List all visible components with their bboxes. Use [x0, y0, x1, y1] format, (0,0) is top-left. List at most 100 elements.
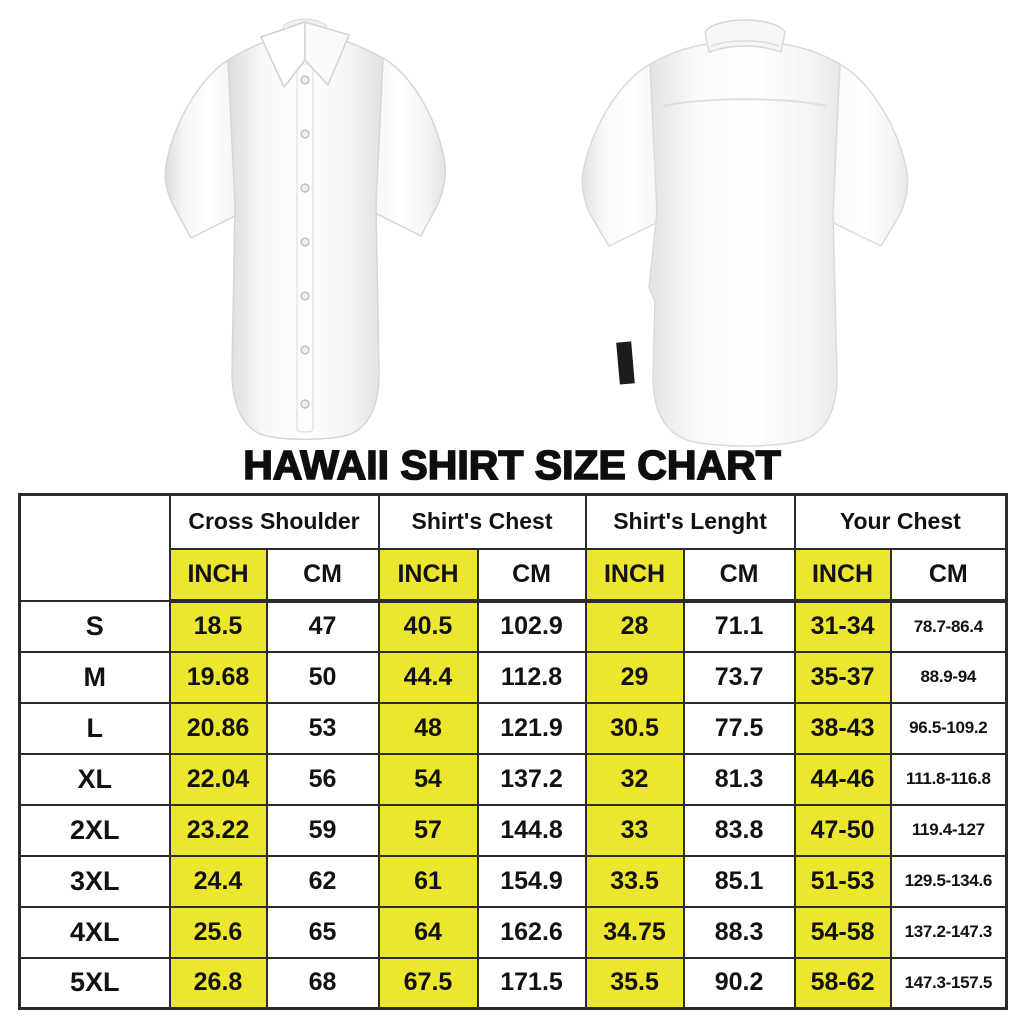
table-group-header-row: Cross Shoulder Shirt's Chest Shirt's Len… [18, 493, 1008, 602]
col-group-shirts-lenght: Shirt's Lenght [584, 493, 796, 550]
table-row-m: M 19.68 50 44.4 112.8 29 73.7 35-37 88.9… [18, 650, 1008, 704]
cell-value: 111.8-116.8 [889, 752, 1008, 806]
cell-value: 171.5 [476, 956, 587, 1010]
unit-header-inch: INCH [377, 547, 479, 603]
cell-value: 147.3-157.5 [889, 956, 1008, 1010]
table-row-5xl: 5XL 26.8 68 67.5 171.5 35.5 90.2 58-62 1… [18, 956, 1008, 1010]
cell-value: 56 [265, 752, 380, 806]
cell-value: 33 [584, 803, 685, 857]
cell-value: 32 [584, 752, 685, 806]
cell-value: 54 [377, 752, 479, 806]
cell-value: 22.04 [168, 752, 268, 806]
cell-value: 119.4-127 [889, 803, 1008, 857]
cell-value: 144.8 [476, 803, 587, 857]
cell-value: 162.6 [476, 905, 587, 959]
size-label: XL [18, 752, 171, 806]
cell-value: 40.5 [377, 599, 479, 653]
cell-value: 90.2 [682, 956, 796, 1010]
cell-value: 44-46 [793, 752, 892, 806]
size-label: L [18, 701, 171, 755]
cell-value: 51-53 [793, 854, 892, 908]
cell-value: 65 [265, 905, 380, 959]
cell-value: 23.22 [168, 803, 268, 857]
shirt-hem-tag [616, 341, 635, 385]
cell-value: 61 [377, 854, 479, 908]
cell-value: 33.5 [584, 854, 685, 908]
cell-value: 81.3 [682, 752, 796, 806]
cell-value: 88.9-94 [889, 650, 1008, 704]
shirt-back-image [581, 19, 909, 447]
table-row-l: L 20.86 53 48 121.9 30.5 77.5 38-43 96.5… [18, 701, 1008, 755]
cell-value: 137.2-147.3 [889, 905, 1008, 959]
unit-header-cm: CM [476, 547, 587, 603]
unit-header-cm: CM [265, 547, 380, 603]
table-row-4xl: 4XL 25.6 65 64 162.6 34.75 88.3 54-58 13… [18, 905, 1008, 959]
cell-value: 83.8 [682, 803, 796, 857]
unit-header-inch: INCH [584, 547, 685, 603]
cell-value: 137.2 [476, 752, 587, 806]
size-chart-table: Cross Shoulder Shirt's Chest Shirt's Len… [18, 493, 1009, 1010]
table-row-xl: XL 22.04 56 54 137.2 32 81.3 44-46 111.8… [18, 752, 1008, 806]
cell-value: 30.5 [584, 701, 685, 755]
cell-value: 78.7-86.4 [889, 599, 1008, 653]
size-label: S [18, 599, 171, 653]
cell-value: 112.8 [476, 650, 587, 704]
cell-value: 62 [265, 854, 380, 908]
cell-value: 102.9 [476, 599, 587, 653]
cell-value: 25.6 [168, 905, 268, 959]
cell-value: 96.5-109.2 [889, 701, 1008, 755]
unit-header-inch: INCH [168, 547, 268, 603]
cell-value: 31-34 [793, 599, 892, 653]
cell-value: 19.68 [168, 650, 268, 704]
cell-value: 88.3 [682, 905, 796, 959]
cell-value: 18.5 [168, 599, 268, 653]
size-label: 5XL [18, 956, 171, 1010]
table-row-2xl: 2XL 23.22 59 57 144.8 33 83.8 47-50 119.… [18, 803, 1008, 857]
unit-header-cm: CM [889, 547, 1008, 603]
cell-value: 44.4 [377, 650, 479, 704]
cell-value: 34.75 [584, 905, 685, 959]
cell-value: 154.9 [476, 854, 587, 908]
cell-value: 68 [265, 956, 380, 1010]
cell-value: 121.9 [476, 701, 587, 755]
cell-value: 29 [584, 650, 685, 704]
table-row-3xl: 3XL 24.4 62 61 154.9 33.5 85.1 51-53 129… [18, 854, 1008, 908]
size-label: M [18, 650, 171, 704]
page-title: HAWAII SHIRT SIZE CHART [242, 441, 781, 489]
cell-value: 58-62 [793, 956, 892, 1010]
cell-value: 77.5 [682, 701, 796, 755]
size-label: 2XL [18, 803, 171, 857]
cell-value: 53 [265, 701, 380, 755]
table-unit-header-row: INCH CM INCH CM INCH CM INCH CM [20, 547, 1008, 603]
table-row-s: S 18.5 47 40.5 102.9 28 71.1 31-34 78.7-… [18, 599, 1008, 653]
cell-value: 48 [377, 701, 479, 755]
cell-value: 35-37 [793, 650, 892, 704]
cell-value: 67.5 [377, 956, 479, 1010]
cell-value: 20.86 [168, 701, 268, 755]
size-label: 4XL [18, 905, 171, 959]
col-group-shirts-chest: Shirt's Chest [377, 493, 587, 550]
cell-value: 85.1 [682, 854, 796, 908]
col-group-your-chest: Your Chest [793, 493, 1008, 550]
cell-value: 28 [584, 599, 685, 653]
unit-header-cm: CM [682, 547, 796, 603]
cell-value: 59 [265, 803, 380, 857]
cell-value: 38-43 [793, 701, 892, 755]
cell-value: 35.5 [584, 956, 685, 1010]
col-group-cross-shoulder: Cross Shoulder [168, 493, 380, 550]
cell-value: 71.1 [682, 599, 796, 653]
cell-value: 50 [265, 650, 380, 704]
cell-value: 47 [265, 599, 380, 653]
unit-header-inch: INCH [793, 547, 892, 603]
cell-value: 129.5-134.6 [889, 854, 1008, 908]
cell-value: 73.7 [682, 650, 796, 704]
cell-value: 47-50 [793, 803, 892, 857]
cell-value: 57 [377, 803, 479, 857]
corner-empty-cell [18, 493, 171, 602]
cell-value: 26.8 [168, 956, 268, 1010]
shirt-front-image [164, 18, 447, 440]
cell-value: 24.4 [168, 854, 268, 908]
cell-value: 64 [377, 905, 479, 959]
cell-value: 54-58 [793, 905, 892, 959]
